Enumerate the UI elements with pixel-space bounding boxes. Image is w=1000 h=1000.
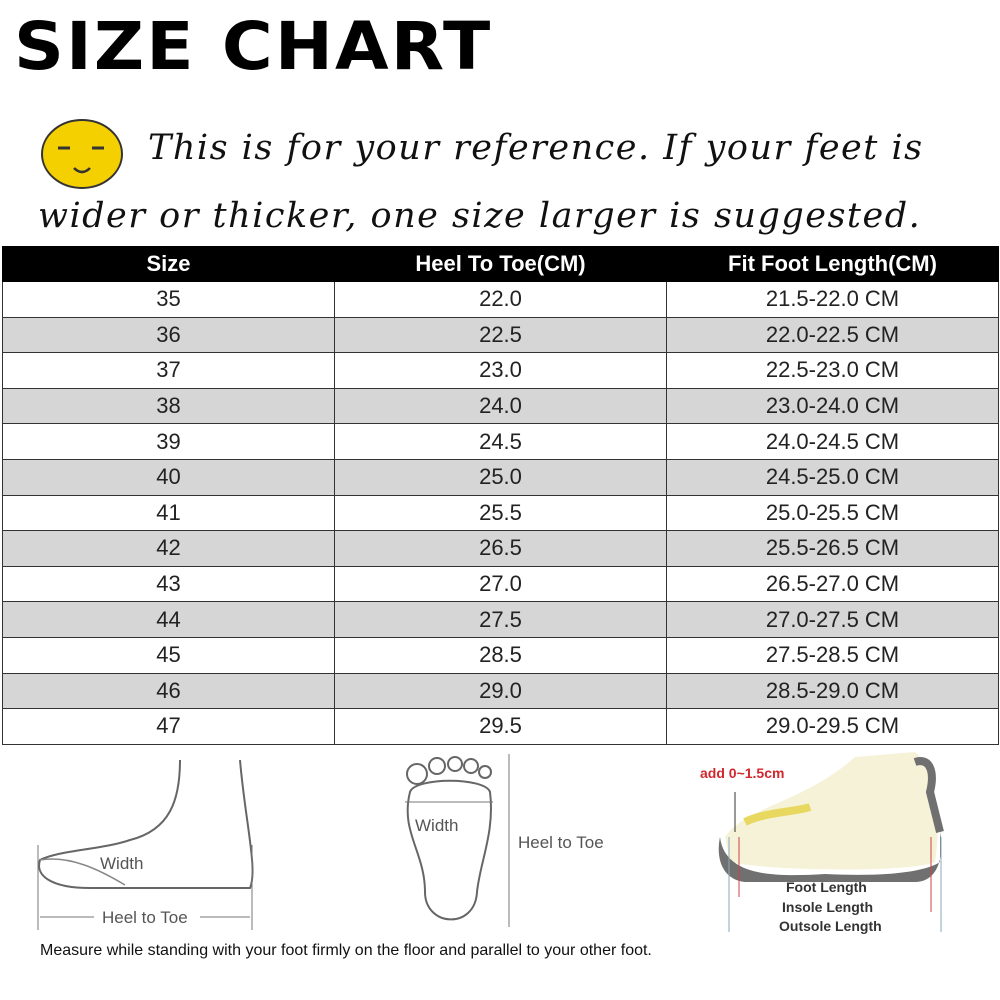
shoe-illustration — [718, 752, 944, 932]
smiley-icon — [41, 119, 123, 189]
table-cell: 45 — [2, 636, 335, 674]
table-row: 38 24.0 23.0-24.0 CM — [2, 387, 999, 425]
table-cell: 27.5-28.5 CM — [666, 636, 999, 674]
table-cell: 21.5-22.0 CM — [666, 281, 999, 318]
table-cell: 28.5 — [334, 636, 667, 674]
table-cell: 29.0-29.5 CM — [666, 708, 999, 745]
table-cell: 25.0-25.5 CM — [666, 494, 999, 532]
table-cell: 29.0 — [334, 672, 667, 710]
table-cell: 41 — [2, 494, 335, 532]
table-cell: 46 — [2, 672, 335, 710]
table-row: 41 25.5 25.0-25.5 CM — [2, 494, 999, 532]
table-cell: 24.0-24.5 CM — [666, 423, 999, 460]
table-cell: 25.5 — [334, 494, 667, 532]
table-row: 37 23.0 22.5-23.0 CM — [2, 352, 999, 389]
table-cell: 27.5 — [334, 601, 667, 638]
table-cell: 25.5-26.5 CM — [666, 530, 999, 567]
table-row: 47 29.5 29.0-29.5 CM — [2, 708, 999, 745]
table-row: 46 29.0 28.5-29.0 CM — [2, 672, 999, 710]
sole-foot-illustration — [405, 754, 510, 927]
table-cell: 42 — [2, 530, 335, 567]
add-length-label: add 0~1.5cm — [700, 765, 785, 781]
outsole-length-label: Outsole Length — [779, 918, 882, 934]
table-cell: 44 — [2, 601, 335, 638]
table-cell: 37 — [2, 352, 335, 389]
table-cell: 27.0 — [334, 565, 667, 603]
table-cell: 24.5-25.0 CM — [666, 458, 999, 496]
table-cell: 24.5 — [334, 423, 667, 460]
table-cell: 39 — [2, 423, 335, 460]
table-cell: 40 — [2, 458, 335, 496]
table-cell: 22.0 — [334, 281, 667, 318]
table-row: 39 24.5 24.0-24.5 CM — [2, 423, 999, 460]
table-cell: 26.5 — [334, 530, 667, 567]
table-header-row: Size Heel To Toe(CM) Fit Foot Length(CM) — [2, 246, 999, 282]
table-cell: 36 — [2, 316, 335, 354]
table-cell: 47 — [2, 708, 335, 745]
table-cell: 23.0-24.0 CM — [666, 387, 999, 425]
table-row: 35 22.0 21.5-22.0 CM — [2, 281, 999, 318]
table-cell: 23.0 — [334, 352, 667, 389]
column-header: Heel To Toe(CM) — [334, 246, 667, 282]
table-cell: 22.0-22.5 CM — [666, 316, 999, 354]
note-line-2: wider or thicker, one size larger is sug… — [38, 196, 922, 236]
table-cell: 35 — [2, 281, 335, 318]
side-heel-to-toe-label: Heel to Toe — [102, 908, 188, 927]
table-row: 43 27.0 26.5-27.0 CM — [2, 565, 999, 603]
table-row: 40 25.0 24.5-25.0 CM — [2, 458, 999, 496]
note-line-1: This is for your reference. If your feet… — [148, 128, 924, 168]
table-row: 36 22.5 22.0-22.5 CM — [2, 316, 999, 354]
sole-heel-to-toe-label: Heel to Toe — [518, 833, 604, 852]
table-cell: 24.0 — [334, 387, 667, 425]
table-cell: 38 — [2, 387, 335, 425]
column-header: Size — [2, 246, 335, 282]
table-cell: 27.0-27.5 CM — [666, 601, 999, 638]
side-width-label: Width — [100, 854, 144, 873]
table-cell: 26.5-27.0 CM — [666, 565, 999, 603]
page-title: SIZE CHART — [14, 8, 493, 85]
table-cell: 28.5-29.0 CM — [666, 672, 999, 710]
column-header: Fit Foot Length(CM) — [666, 246, 999, 282]
foot-length-label: Foot Length — [786, 879, 867, 895]
sole-width-label: Width — [415, 816, 459, 835]
table-cell: 43 — [2, 565, 335, 603]
table-row: 42 26.5 25.5-26.5 CM — [2, 530, 999, 567]
table-row: 45 28.5 27.5-28.5 CM — [2, 636, 999, 674]
insole-length-label: Insole Length — [782, 899, 873, 915]
table-cell: 29.5 — [334, 708, 667, 745]
table-cell: 25.0 — [334, 458, 667, 496]
table-body: 35 22.0 21.5-22.0 CM 36 22.5 22.0-22.5 CM 37 23… — [2, 281, 999, 745]
table-row: 44 27.5 27.0-27.5 CM — [2, 601, 999, 638]
measure-note: Measure while standing with your foot fi… — [40, 942, 652, 959]
table-cell: 22.5-23.0 CM — [666, 352, 999, 389]
side-foot-illustration — [37, 760, 254, 930]
table-cell: 22.5 — [334, 316, 667, 354]
size-table: Size Heel To Toe(CM) Fit Foot Length(CM) 3… — [2, 246, 999, 745]
